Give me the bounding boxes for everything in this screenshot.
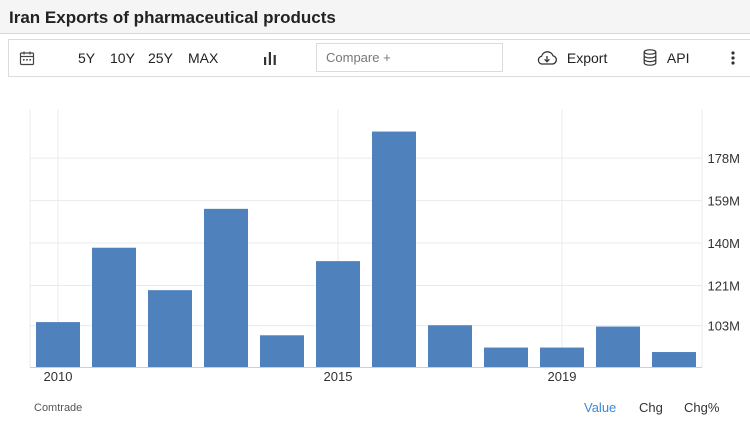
bar-chart-icon[interactable] (263, 40, 277, 76)
y-tick-label: 121M (707, 278, 740, 293)
bar-2016 (372, 131, 416, 367)
chart-area: 103M 121M 140M 159M 178M 2010 2015 2019 (0, 78, 750, 430)
bar-2012 (148, 290, 192, 367)
database-icon (643, 49, 657, 67)
api-button[interactable]: API (643, 40, 689, 76)
chart-toolbar: 5Y 10Y 25Y MAX Export API (8, 39, 750, 77)
title-bar: Iran Exports of pharmaceutical products (0, 0, 750, 34)
bar-2015 (316, 261, 360, 367)
bar-2021 (652, 352, 696, 367)
tab-chg[interactable]: Chg (639, 400, 663, 415)
bar-2011 (92, 247, 136, 367)
api-label: API (666, 50, 690, 66)
more-vertical-icon[interactable] (731, 40, 735, 76)
y-tick-label: 103M (707, 319, 740, 334)
calendar-icon[interactable] (19, 40, 35, 76)
bar-2013 (204, 208, 248, 367)
page-title: Iran Exports of pharmaceutical products (9, 8, 336, 27)
bar-chart: 103M 121M 140M 159M 178M 2010 2015 2019 (29, 109, 740, 384)
cloud-download-icon (537, 51, 557, 65)
bar-2018 (484, 347, 528, 367)
x-tick-label: 2019 (548, 369, 577, 384)
bar-2020 (596, 326, 640, 367)
x-tick-label: 2010 (44, 369, 73, 384)
bar-2019 (540, 347, 584, 367)
y-tick-label: 178M (707, 151, 740, 166)
bar-2014 (260, 335, 304, 367)
range-10y-button[interactable]: 10Y (110, 50, 135, 66)
y-tick-label: 140M (707, 236, 740, 251)
range-5y-button[interactable]: 5Y (78, 50, 96, 66)
tab-chg-percent[interactable]: Chg% (684, 400, 720, 415)
tab-value[interactable]: Value (584, 400, 617, 415)
range-25y-button[interactable]: 25Y (148, 50, 173, 66)
y-tick-label: 159M (707, 194, 740, 209)
export-label: Export (566, 50, 608, 66)
export-button[interactable]: Export (536, 40, 607, 76)
source-label: Comtrade (34, 402, 83, 414)
compare-input[interactable] (316, 43, 503, 72)
bar-2010 (36, 322, 80, 367)
range-max-button[interactable]: MAX (188, 50, 219, 66)
bar-2017 (428, 325, 472, 367)
x-tick-label: 2015 (324, 369, 353, 384)
